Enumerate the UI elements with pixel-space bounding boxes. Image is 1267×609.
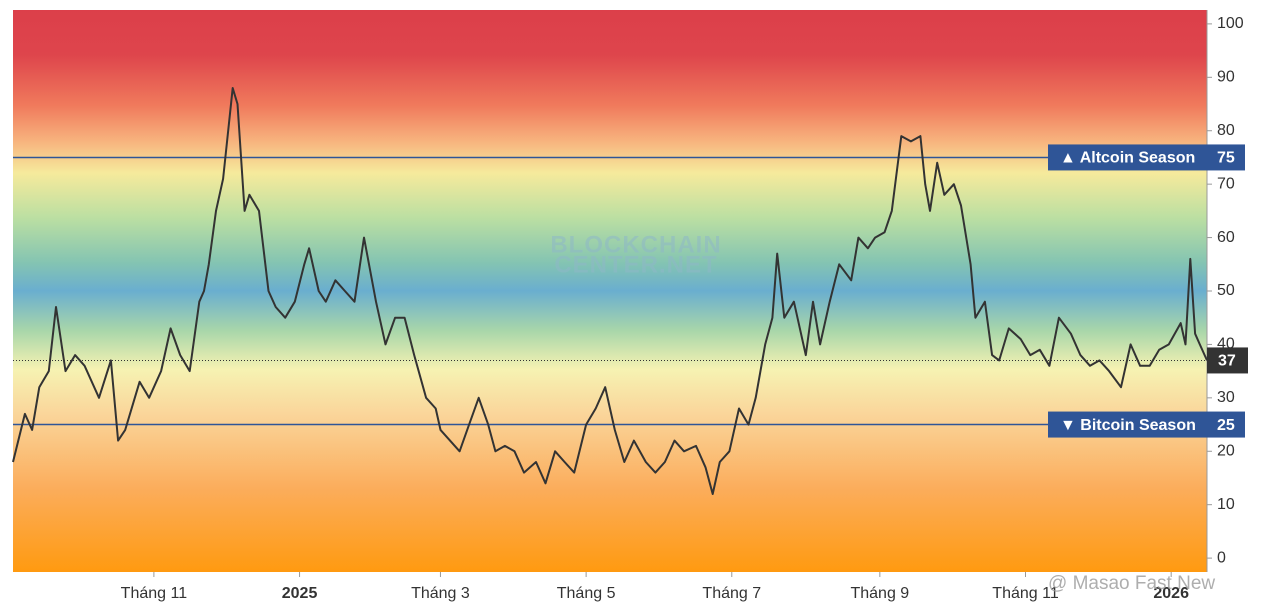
- reference-value: 75: [1217, 150, 1235, 167]
- y-tick-label: 90: [1217, 69, 1235, 86]
- y-tick-label: 70: [1217, 175, 1235, 192]
- x-tick-label: Tháng 7: [702, 585, 761, 602]
- index-line: [12, 87, 1208, 495]
- x-tick-label: Tháng 9: [850, 585, 909, 602]
- watermark: @ Masao Fast New: [1048, 573, 1215, 594]
- last-value-badge: [1207, 347, 1248, 374]
- reference-label: ▲ Altcoin Season: [1060, 150, 1195, 167]
- y-tick-label: 0: [1217, 549, 1226, 566]
- x-tick-label: Tháng 5: [557, 585, 616, 602]
- reference-value: 25: [1217, 417, 1235, 434]
- x-tick-label: Tháng 3: [411, 585, 470, 602]
- x-tick-label: 2026: [1153, 585, 1189, 602]
- y-tick-label: 30: [1217, 389, 1235, 406]
- y-tick-label: 80: [1217, 122, 1235, 139]
- x-tick-label: Tháng 11: [121, 585, 188, 602]
- y-tick-label: 10: [1217, 496, 1235, 513]
- watermark: CENTER.NET: [554, 251, 717, 278]
- y-tick-label: 100: [1217, 15, 1244, 32]
- reference-badge: [1048, 144, 1245, 171]
- x-tick-label: 2025: [282, 585, 318, 602]
- plot-background: [13, 10, 1207, 572]
- last-value-label: 37: [1218, 353, 1236, 370]
- y-tick-label: 20: [1217, 442, 1235, 459]
- y-tick-label: 50: [1217, 282, 1235, 299]
- reference-label: ▼ Bitcoin Season: [1060, 417, 1196, 434]
- x-tick-label: Tháng 11: [992, 585, 1059, 602]
- reference-badge: [1048, 411, 1245, 438]
- watermark: BLOCKCHAIN: [550, 231, 721, 258]
- y-tick-label: 60: [1217, 229, 1235, 246]
